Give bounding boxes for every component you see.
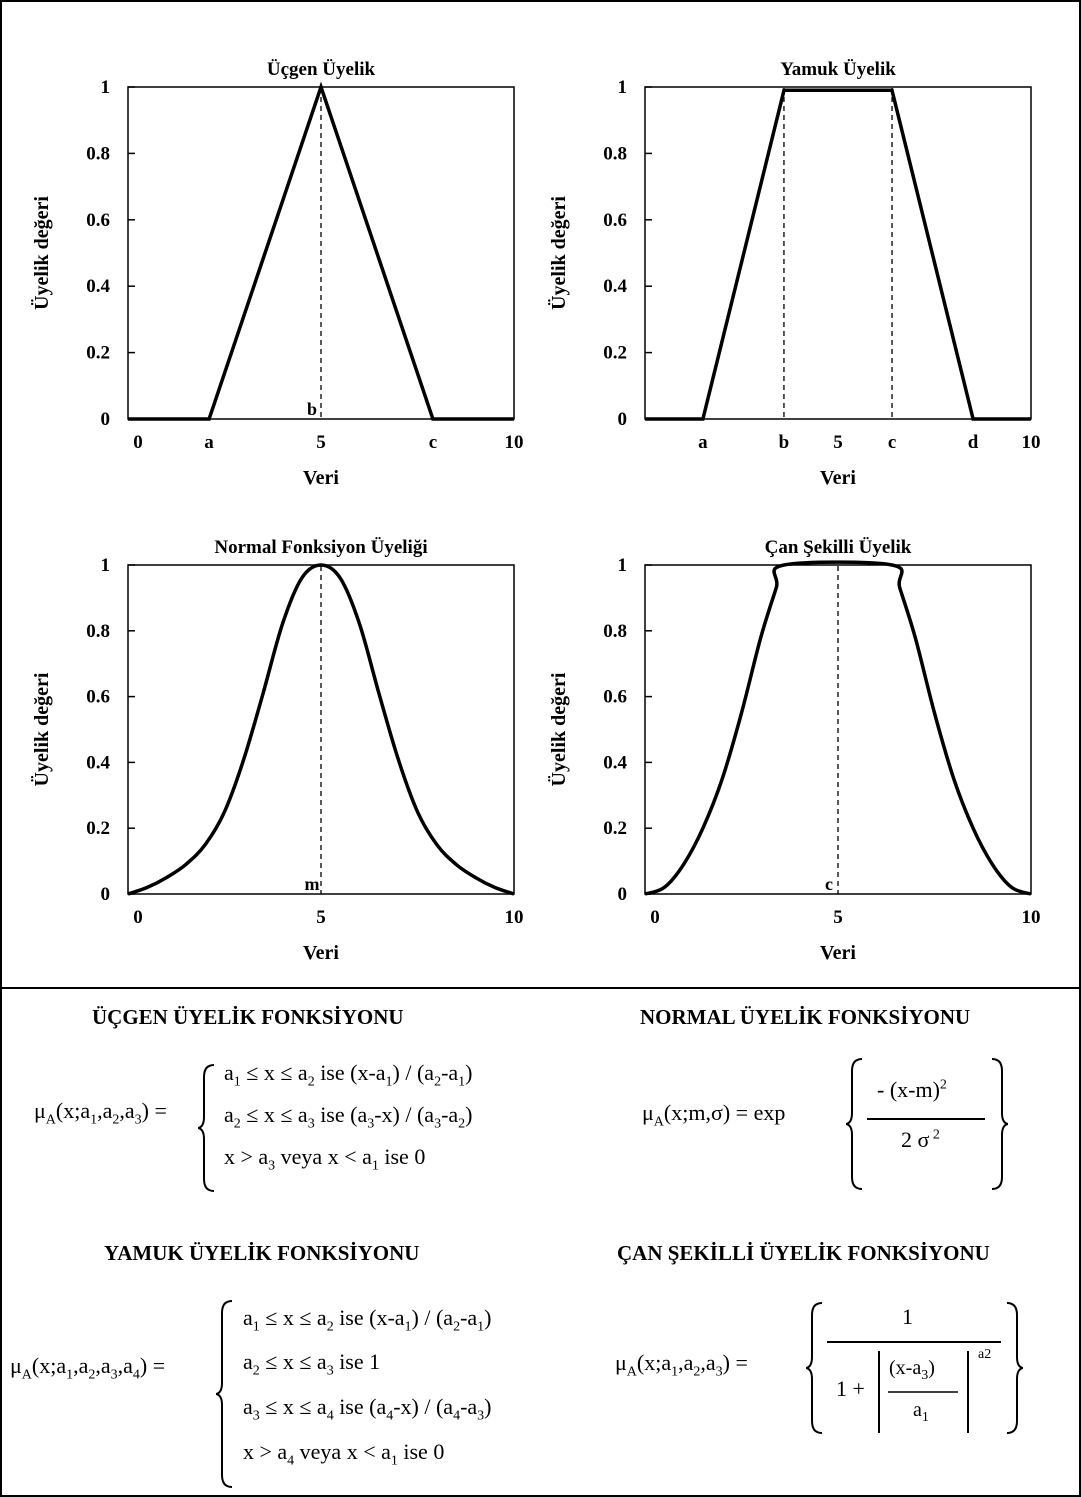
triangle-left-brace: [198, 1064, 215, 1192]
chart-2-xtick-label: c: [888, 432, 896, 453]
chart-2-ytick-label: 0.4: [603, 276, 627, 297]
formula-area: ÜÇGEN ÜYELİK FONKSİYONU μA(x;a1,a2,a3) =…: [0, 1005, 1081, 1497]
chart-4-ytick-label: 1: [618, 555, 628, 576]
normal-formula-title: NORMAL ÜYELİK FONKSİYONU: [640, 1005, 971, 1029]
bell-inner-denominator: a1: [913, 1399, 929, 1425]
chart-2-membership-curve: [645, 88, 1031, 421]
chart-3-xlabel: Veri: [303, 942, 339, 964]
chart-2-ytick-label: 0.8: [603, 143, 627, 164]
triangle-case-1: a1 ≤ x ≤ a2 ise (x-a1) / (a2-a1): [224, 1060, 473, 1090]
chart-2-xlabel: Veri: [820, 467, 856, 489]
chart-1-ytick-label: 0.2: [86, 343, 110, 364]
chart-3-xtick-label: 0: [133, 907, 143, 928]
bell-fraction-bar: [827, 1341, 1001, 1343]
chart-1-ytick-label: 0: [101, 409, 111, 430]
chart-2-xtick-label: b: [779, 432, 790, 453]
chart-2-xtick-label: a: [698, 432, 708, 453]
chart-1-title: Üçgen Üyelik: [267, 59, 376, 80]
chart-4-ylabel: Üyelik değeri: [547, 672, 570, 786]
chart-3-guide-label: m: [305, 874, 320, 894]
triangle-case-2: a2 ≤ x ≤ a3 ise (a3-x) / (a3-a2): [224, 1102, 473, 1132]
trapezoid-case-3: a3 ≤ x ≤ a4 ise (a4-x) / (a4-a3): [243, 1394, 492, 1424]
chart-4-ytick-label: 0.4: [603, 752, 627, 773]
chart-4-xtick-label: 10: [1022, 907, 1041, 928]
bell-formula-title: ÇAN ŞEKİLLİ ÜYELİK FONKSİYONU: [617, 1241, 990, 1265]
chart-2-xtick-label: 5: [833, 432, 843, 453]
chart-3-ytick-label: 0: [101, 884, 111, 905]
trapezoid-formula-lhs: μA(x;a1,a2,a3,a4) =: [10, 1353, 166, 1383]
chart-2-ytick-label: 0.2: [603, 343, 627, 364]
trapezoid-case-1: a1 ≤ x ≤ a2 ise (x-a1) / (a2-a1): [243, 1305, 492, 1335]
normal-numerator: - (x-m)2: [877, 1077, 947, 1102]
chart-4-ytick-label: 0.2: [603, 818, 627, 839]
chart-1-ytick-label: 1: [101, 77, 111, 98]
bell-abs-bars: [878, 1351, 969, 1433]
trapezoid-case-4: x > a4 veya x < a1 ise 0: [243, 1439, 445, 1469]
triangle-formula-lhs: μA(x;a1,a2,a3) =: [34, 1098, 167, 1128]
chart-1-ytick-label: 0.8: [86, 143, 110, 164]
chart-4-xtick-label: 0: [650, 907, 660, 928]
chart-4-xtick-label: 5: [833, 907, 843, 928]
chart-1-ytick-label: 0.4: [86, 276, 110, 297]
bell-one-plus: 1 +: [836, 1376, 865, 1401]
bell-right-brace: [1006, 1302, 1023, 1434]
chart-3-ytick-label: 0.4: [86, 752, 110, 773]
chart-3-membership-curve: [127, 563, 515, 896]
chart-3-title: Normal Fonksiyon Üyeliği: [214, 537, 427, 558]
trapezoid-left-brace: [216, 1300, 233, 1488]
chart-3-xtick-label: 10: [505, 907, 524, 928]
chart-4-ytick-label: 0.6: [603, 687, 627, 708]
chart-1-ylabel: Üyelik değeri: [30, 196, 53, 310]
normal-formula-lhs: μA(x;m,σ) = exp: [642, 1100, 786, 1130]
triangle-formula-title: ÜÇGEN ÜYELİK FONKSİYONU: [92, 1005, 404, 1029]
chart-2-plot-frame: [644, 86, 1032, 420]
chart-1-xtick-label: 10: [505, 432, 524, 453]
chart-4-ytick-label: 0.8: [603, 621, 627, 642]
chart-2-ytick-label: 0.6: [603, 210, 627, 231]
chart-4-guide-label: c: [825, 874, 833, 894]
chart-4-ytick-label: 0: [618, 884, 628, 905]
chart-4-xlabel: Veri: [820, 942, 856, 964]
normal-fraction-bar: [867, 1118, 985, 1120]
trapezoid-case-2: a2 ≤ x ≤ a3 ise 1: [243, 1349, 381, 1379]
triangle-case-3: x > a3 veya x < a1 ise 0: [224, 1144, 426, 1174]
chart-3-ytick-label: 0.2: [86, 818, 110, 839]
chart-3-ytick-label: 1: [101, 555, 111, 576]
chart-3-ytick-label: 0.6: [86, 687, 110, 708]
chart-2-ytick-label: 1: [618, 77, 628, 98]
chart-2-ylabel: Üyelik değeri: [547, 196, 570, 310]
bell-formula-lhs: μA(x;a1,a2,a3) =: [615, 1350, 748, 1380]
chart-1-xtick-label: c: [429, 432, 437, 453]
chart-1-guide-label: b: [307, 399, 317, 419]
bell-inner-numerator: (x-a3): [889, 1357, 935, 1383]
bell-numerator: 1: [902, 1304, 913, 1329]
trapezoid-formula-title: YAMUK ÜYELİK FONKSİYONU: [104, 1241, 420, 1265]
normal-left-brace: [846, 1058, 863, 1190]
chart-2-xtick-label: 10: [1022, 432, 1041, 453]
bell-exponent: a2: [978, 1347, 992, 1362]
chart-3-ylabel: Üyelik değeri: [30, 672, 53, 786]
bell-left-brace: [806, 1302, 823, 1434]
chart-1-membership-curve: [128, 81, 514, 421]
chart-1-xtick-label: a: [204, 432, 214, 453]
chart-1-xlabel: Veri: [303, 467, 339, 489]
chart-3-xtick-label: 5: [316, 907, 326, 928]
chart-1-ytick-label: 0.6: [86, 210, 110, 231]
normal-denominator: 2 σ 2: [901, 1127, 940, 1152]
chart-4-title: Çan Şekilli Üyelik: [765, 537, 912, 558]
chart-1-xtick-label: 5: [316, 432, 326, 453]
chart-4-membership-curve: [644, 560, 1032, 896]
chart-2-ytick-label: 0: [618, 409, 628, 430]
chart-2-title: Yamuk Üyelik: [780, 59, 896, 80]
normal-right-brace: [991, 1058, 1008, 1190]
chart-1-xtick-label: 0: [133, 432, 143, 453]
chart-3-ytick-label: 0.8: [86, 621, 110, 642]
chart-2-xtick-label: d: [968, 432, 979, 453]
